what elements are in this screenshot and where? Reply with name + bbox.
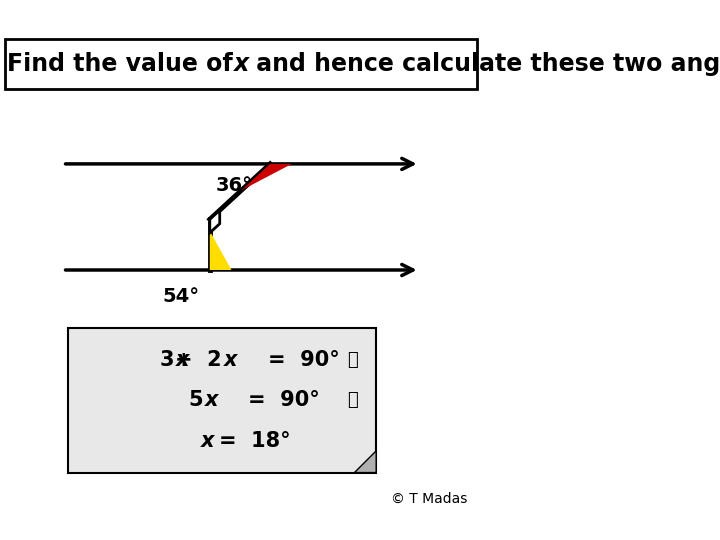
- Text: 📚: 📚: [346, 350, 357, 369]
- Polygon shape: [210, 210, 220, 233]
- Text: Find the value of: Find the value of: [7, 52, 241, 76]
- Text: © T Madas: © T Madas: [392, 492, 468, 507]
- Text: =  18°: = 18°: [220, 431, 291, 451]
- Text: +  2: + 2: [175, 350, 222, 370]
- Text: x: x: [201, 431, 215, 451]
- Text: and hence calculate these two angles: and hence calculate these two angles: [248, 52, 720, 76]
- Text: 5: 5: [188, 390, 202, 410]
- Text: x: x: [224, 350, 238, 370]
- Text: =  90°: = 90°: [268, 350, 339, 370]
- Text: 3: 3: [159, 350, 174, 370]
- Text: 36°: 36°: [215, 176, 253, 195]
- Polygon shape: [241, 164, 292, 191]
- Text: 📚: 📚: [346, 391, 357, 409]
- Text: 54°: 54°: [162, 287, 199, 306]
- Polygon shape: [354, 451, 376, 472]
- Text: x: x: [233, 52, 248, 76]
- Text: x: x: [205, 390, 218, 410]
- Text: x: x: [176, 350, 189, 370]
- FancyBboxPatch shape: [68, 328, 376, 472]
- Polygon shape: [210, 231, 232, 270]
- Text: =  90°: = 90°: [248, 390, 320, 410]
- FancyBboxPatch shape: [5, 38, 477, 89]
